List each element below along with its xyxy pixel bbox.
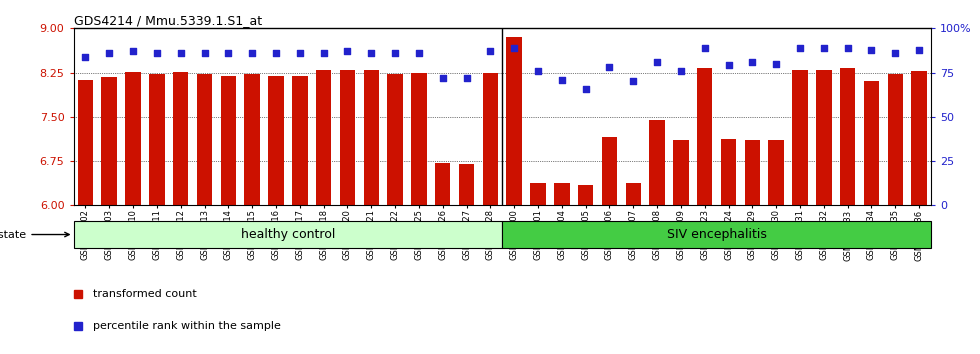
Text: transformed count: transformed count [93,289,197,299]
Bar [102,77,117,205]
Point [387,50,403,56]
Point [625,79,641,84]
Bar [768,141,784,205]
Bar [459,164,474,205]
Bar [74,221,502,248]
Bar [502,221,931,248]
Bar [530,183,546,205]
Point [316,50,331,56]
Point [292,50,308,56]
Bar [507,37,522,205]
Point [530,68,546,74]
Point [649,59,664,65]
Text: disease state: disease state [0,229,70,240]
Bar [554,183,569,205]
Point [554,77,569,82]
Point [149,50,165,56]
Bar [220,75,236,205]
Bar [197,74,213,205]
Point [911,47,927,52]
Point [745,59,760,65]
Point [172,50,188,56]
Bar [387,74,403,205]
Point [364,50,379,56]
Point [269,50,284,56]
Point [578,86,594,91]
Bar [911,72,927,205]
Point [459,75,474,81]
Bar [578,185,593,205]
Point [697,45,712,51]
Bar [172,72,188,205]
Point [720,63,736,68]
Point [125,48,141,54]
Point [792,45,808,51]
Bar [792,70,808,205]
Point [77,54,93,59]
Point [482,48,498,54]
Point [840,45,856,51]
Bar [602,137,617,205]
Bar [816,70,832,205]
Point [220,50,236,56]
Bar [673,141,689,205]
Bar [745,141,760,205]
Point [673,68,689,74]
Point [411,50,426,56]
Point [888,50,904,56]
Bar [269,75,283,205]
Bar [625,183,641,205]
Bar [888,74,903,205]
Bar [77,80,93,205]
Point [244,50,260,56]
Point [863,47,879,52]
Bar [482,73,498,205]
Text: percentile rank within the sample: percentile rank within the sample [93,321,281,331]
Point [435,75,451,81]
Bar [125,72,141,205]
Bar [650,120,664,205]
Bar [149,74,165,205]
Bar [364,70,379,205]
Bar [340,70,355,205]
Text: healthy control: healthy control [241,228,335,241]
Point [197,50,213,56]
Point [602,64,617,70]
Bar [721,139,736,205]
Bar [244,74,260,205]
Bar [435,163,451,205]
Point [507,45,522,51]
Bar [697,68,712,205]
Bar [840,68,856,205]
Bar [863,81,879,205]
Text: SIV encephalitis: SIV encephalitis [666,228,766,241]
Bar [412,73,426,205]
Bar [316,70,331,205]
Text: GDS4214 / Mmu.5339.1.S1_at: GDS4214 / Mmu.5339.1.S1_at [74,14,262,27]
Point [768,61,784,67]
Point [340,48,356,54]
Point [816,45,832,51]
Point [101,50,117,56]
Bar [292,76,308,205]
